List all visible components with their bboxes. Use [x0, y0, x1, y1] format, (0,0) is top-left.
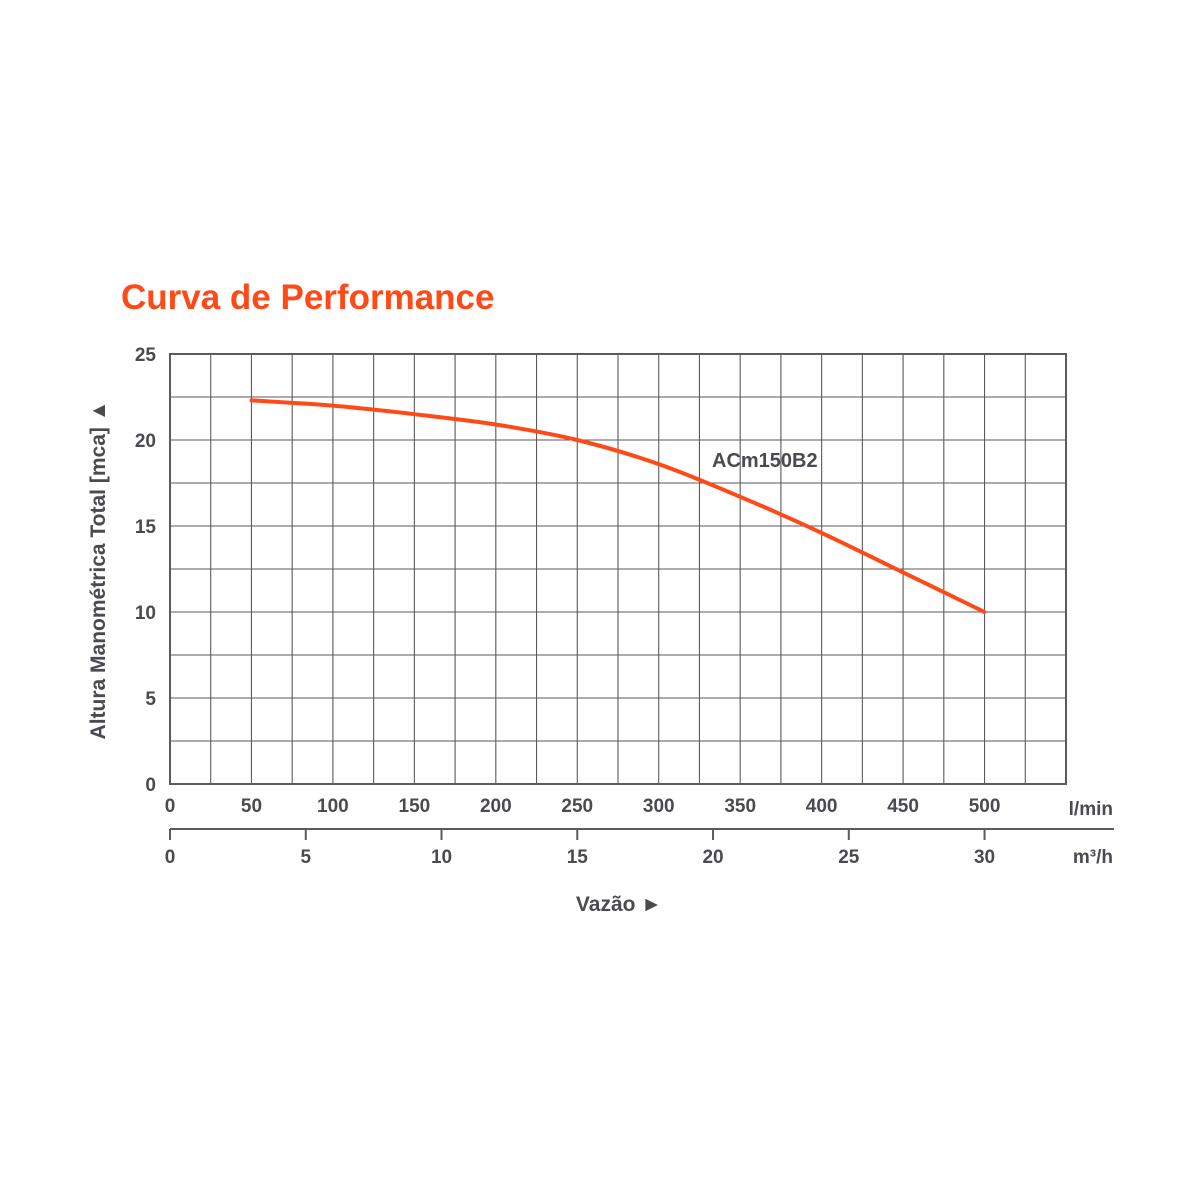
x-axis-m3h-unit: m³/h — [1073, 847, 1113, 868]
x-axis-title: Vazão ► — [576, 893, 662, 916]
x-tick-label-lmin: 50 — [241, 796, 262, 817]
x-tick-label-lmin: 0 — [165, 796, 176, 817]
y-tick-label: 25 — [135, 345, 157, 366]
plot-frame — [169, 353, 1067, 785]
y-tick-label: 20 — [135, 431, 156, 452]
x-tick-label-lmin: 100 — [317, 796, 349, 817]
x-tick-label-m3h: 25 — [838, 847, 860, 868]
x-axis-m3h-ticks: 0 5 10 15 20 25 30 — [165, 829, 995, 868]
x-tick-label-m3h: 15 — [567, 847, 589, 868]
x-tick-label-lmin: 400 — [806, 796, 838, 817]
x-tick-label-lmin: 300 — [643, 796, 675, 817]
y-tick-label: 15 — [135, 517, 157, 538]
y-tick-label: 10 — [135, 603, 156, 624]
x-tick-label-lmin: 150 — [399, 796, 431, 817]
x-tick-label-m3h: 5 — [300, 847, 311, 868]
y-axis-title: Altura Manométrica Total [mca] ▲ — [87, 401, 110, 740]
x-axis-lmin-unit: l/min — [1069, 799, 1113, 820]
x-tick-label-m3h: 0 — [165, 847, 176, 868]
x-tick-label-lmin: 500 — [969, 796, 1001, 817]
x-tick-label-lmin: 450 — [887, 796, 919, 817]
x-tick-label-lmin: 350 — [724, 796, 756, 817]
y-tick-label: 5 — [145, 689, 156, 710]
y-tick-label: 0 — [145, 775, 156, 796]
chart-title: Curva de Performance — [121, 278, 495, 317]
x-tick-label-m3h: 20 — [702, 847, 723, 868]
y-axis-ticks: 0 5 10 15 20 25 — [135, 345, 157, 796]
series-line-ACm150B2 — [249, 398, 987, 614]
x-tick-label-m3h: 30 — [974, 847, 995, 868]
x-tick-label-lmin: 200 — [480, 796, 512, 817]
x-tick-label-m3h: 10 — [431, 847, 452, 868]
x-axis-lmin-ticks: 0 50 100 150 200 250 300 350 400 450 500 — [165, 796, 1001, 817]
x-tick-label-lmin: 250 — [561, 796, 593, 817]
series-label-ACm150B2: ACm150B2 — [712, 450, 818, 472]
grid — [170, 354, 1066, 784]
